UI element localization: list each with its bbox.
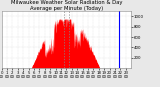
Title: Milwaukee Weather Solar Radiation & Day Average per Minute (Today): Milwaukee Weather Solar Radiation & Day …	[11, 0, 122, 11]
